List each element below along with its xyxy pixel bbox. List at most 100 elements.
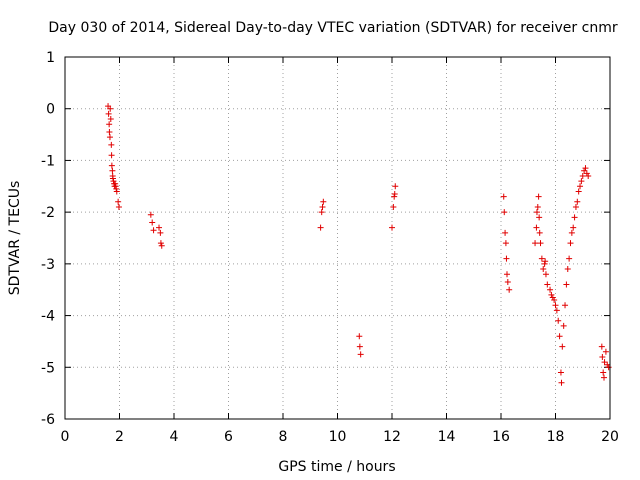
data-point — [571, 214, 578, 221]
data-point — [553, 307, 560, 314]
data-point — [320, 198, 327, 205]
data-point — [551, 297, 558, 304]
data-point — [157, 240, 164, 247]
y-tick-label: -4 — [41, 309, 55, 325]
y-tick-label: -6 — [41, 412, 55, 428]
y-axis-label: SDTVAR / TECUs — [7, 181, 23, 296]
data-point — [113, 185, 120, 192]
data-point — [542, 258, 549, 265]
data-point — [557, 369, 564, 376]
data-point — [558, 379, 565, 386]
plot-frame — [64, 56, 611, 420]
data-point — [107, 116, 114, 123]
data-point — [598, 343, 605, 350]
data-point — [581, 167, 588, 174]
x-tick-label: 12 — [383, 429, 401, 445]
data-point — [542, 271, 549, 278]
data-point — [572, 203, 579, 210]
data-point — [501, 209, 508, 216]
data-point — [536, 214, 543, 221]
data-point — [600, 369, 607, 376]
y-tick-label: -2 — [41, 205, 55, 221]
data-point — [566, 255, 573, 262]
data-point — [106, 128, 113, 135]
data-point — [535, 193, 542, 200]
data-point — [540, 266, 547, 273]
data-point — [575, 188, 582, 195]
y-tick-label: -3 — [41, 257, 55, 273]
data-point — [317, 224, 324, 231]
data-point — [113, 188, 120, 195]
data-point — [108, 162, 115, 169]
data-point — [585, 172, 592, 179]
data-point — [391, 193, 398, 200]
data-point — [532, 240, 539, 247]
points-layer — [105, 103, 612, 386]
x-tick-label: 4 — [170, 429, 179, 445]
data-point — [567, 240, 574, 247]
grid-layer — [65, 57, 610, 419]
data-point — [544, 281, 551, 288]
data-point — [583, 170, 590, 177]
data-point — [502, 229, 509, 236]
data-point — [106, 121, 113, 128]
y-tick-label: 1 — [46, 50, 55, 66]
data-point — [534, 203, 541, 210]
data-point — [555, 317, 562, 324]
x-tick-label: 16 — [492, 429, 510, 445]
data-point — [577, 183, 584, 190]
data-point — [568, 229, 575, 236]
data-point — [549, 294, 556, 301]
y-tick-label: 0 — [46, 102, 55, 118]
data-point — [318, 209, 325, 216]
data-point — [156, 224, 163, 231]
x-tick-label: 8 — [279, 429, 288, 445]
data-point — [536, 229, 543, 236]
data-point — [560, 322, 567, 329]
data-point — [500, 193, 507, 200]
data-point — [601, 374, 608, 381]
x-tick-label: 2 — [115, 429, 124, 445]
data-point — [548, 291, 555, 298]
data-point — [574, 198, 581, 205]
x-tick-label: 10 — [329, 429, 347, 445]
data-point — [147, 211, 154, 218]
y-tick-label: -1 — [41, 153, 55, 169]
data-point — [108, 152, 115, 159]
data-point — [504, 278, 511, 285]
data-point — [112, 183, 119, 190]
data-point — [579, 172, 586, 179]
data-point — [541, 260, 548, 267]
data-point — [107, 105, 114, 112]
tick-layer: 0 2 4 6 8 10 12 14 16 18 20 -6 -5 -4 -3 -2 -1 0 1 — [41, 50, 619, 445]
x-tick-label: 0 — [61, 429, 70, 445]
data-point — [357, 351, 364, 358]
data-point — [601, 359, 608, 366]
data-point — [564, 266, 571, 273]
data-point — [533, 209, 540, 216]
data-point — [356, 333, 363, 340]
data-point — [503, 271, 510, 278]
data-point — [538, 255, 545, 262]
data-point — [112, 180, 119, 187]
data-point — [582, 165, 589, 172]
data-point — [149, 219, 156, 226]
data-point — [157, 229, 164, 236]
x-axis-label: GPS time / hours — [278, 459, 395, 475]
data-point — [556, 333, 563, 340]
data-point — [392, 183, 399, 190]
data-point — [604, 361, 611, 368]
chart-title: Day 030 of 2014, Sidereal Day-to-day VTE… — [48, 20, 617, 36]
data-point — [390, 203, 397, 210]
data-point — [115, 203, 122, 210]
data-point — [547, 286, 554, 293]
data-point — [559, 343, 566, 350]
data-point — [502, 240, 509, 247]
data-point — [158, 242, 165, 249]
data-point — [599, 353, 606, 360]
data-point — [105, 110, 112, 117]
x-tick-label: 14 — [438, 429, 456, 445]
data-point — [115, 198, 122, 205]
data-point — [605, 364, 612, 371]
